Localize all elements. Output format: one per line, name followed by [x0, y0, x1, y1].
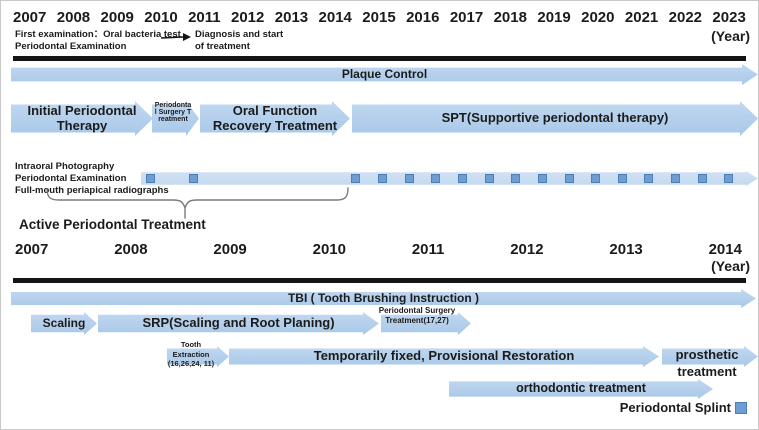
year-label: 2020 [581, 9, 615, 26]
prosthetic-treatment-label: prosthetic treatment [675, 347, 739, 379]
year-label: 2019 [537, 9, 571, 26]
year-label: 2010 [312, 241, 346, 258]
initial-periodontal-therapy-label: Initial Periodontal Therapy [27, 103, 137, 133]
diagnosis-note: Diagnosis and start of treatment [195, 29, 284, 52]
active-treatment-brace [46, 187, 349, 219]
active-periodontal-treatment-title: Active Periodontal Treatment [19, 217, 206, 232]
year-label: 2010 [144, 9, 178, 26]
year-label: 2012 [510, 241, 544, 258]
periodontal-surgery-label: Periodontal Surgery Treatment [154, 102, 192, 123]
tooth-extraction-label: Tooth Extraction (16,26,24, 11) [167, 340, 215, 368]
scaling-arrow: Scaling [31, 312, 97, 335]
temporarily-fixed-arrow: Temporarily fixed, Provisional Restorati… [229, 346, 659, 367]
year-label: 2008 [114, 241, 148, 258]
year-label: 2017 [449, 9, 484, 26]
year-label: 2021 [624, 9, 659, 26]
year-label: 2009 [213, 241, 247, 258]
examination-track-arrow [141, 171, 758, 186]
timeline-axis-top [13, 56, 746, 61]
exam-track-label-1: Intraoral Photography [15, 161, 115, 172]
flow-arrow-icon [161, 33, 191, 41]
year-label: 2009 [100, 9, 134, 26]
top-year-unit: (Year) [711, 28, 750, 44]
exam-track-label-3: Full-mouth periapical radiographs [15, 185, 169, 196]
periodontal-surgery-1727-label: Periodontal Surgery Treatment(17,27) [378, 306, 456, 325]
plaque-control-label: Plaque Control [341, 66, 428, 81]
prosthetic-treatment-arrow [662, 346, 758, 367]
top-year-scale: 2007 2008 2009 2010 2011 2012 2013 2014 2015 2016… [13, 9, 746, 26]
year-label: 2013 [274, 9, 309, 26]
temporarily-fixed-label: Temporarily fixed, Provisional Restorati… [313, 348, 575, 364]
bottom-year-scale: 2007 2008 2009 2010 2011 2012 2013 2014 [15, 241, 742, 258]
spt-label: SPT(Supportive periodontal therapy) [441, 110, 669, 126]
year-label: 2008 [56, 9, 91, 26]
orthodontic-treatment-label: orthodontic treatment [516, 381, 646, 396]
srp-arrow: SRP(Scaling and Root Planing) [98, 312, 379, 335]
bottom-year-unit: (Year) [711, 258, 750, 274]
periodontal-exam-note: Periodontal Examination [15, 41, 127, 52]
year-label: 2022 [668, 9, 703, 26]
scaling-label: Scaling [42, 315, 86, 330]
tooth-extraction-arrow [167, 346, 229, 367]
plaque-control-arrow: Plaque Control [11, 64, 758, 85]
year-label: 2011 [411, 241, 445, 258]
orthodontic-treatment-arrow: orthodontic treatment [449, 379, 713, 399]
first-exam-note: First examination：Oral bacteria test [15, 29, 181, 40]
tbi-label: TBI ( Tooth Brushing Instruction ) [287, 290, 480, 305]
year-label: 2018 [493, 9, 527, 26]
year-label: 2007 [13, 9, 47, 26]
year-label: 2023 [712, 9, 746, 26]
year-label: 2014 [318, 9, 352, 26]
srp-label: SRP(Scaling and Root Planing) [142, 315, 335, 331]
year-label: 2016 [406, 9, 440, 26]
tbi-arrow: TBI ( Tooth Brushing Instruction ) [11, 289, 756, 308]
year-label: 2015 [362, 9, 396, 26]
year-label: 2011 [188, 9, 221, 26]
year-label: 2014 [708, 241, 742, 258]
year-label: 2007 [15, 241, 49, 258]
initial-periodontal-therapy-arrow: Initial Periodontal Therapy [11, 101, 153, 136]
timeline-axis-bottom [13, 278, 746, 283]
year-label: 2012 [231, 9, 265, 26]
exam-track-label-2: Periodontal Examination [15, 173, 127, 184]
oral-function-recovery-label: Oral Function Recovery Treatment [212, 103, 338, 133]
periodontal-surgery-1727-arrow [381, 312, 471, 335]
year-label: 2013 [609, 241, 643, 258]
spt-arrow: SPT(Supportive periodontal therapy) [352, 101, 758, 136]
periodontal-splint-label: Periodontal Splint [619, 400, 731, 415]
periodontal-splint-marker [735, 402, 747, 414]
oral-function-recovery-arrow: Oral Function Recovery Treatment [200, 101, 350, 136]
